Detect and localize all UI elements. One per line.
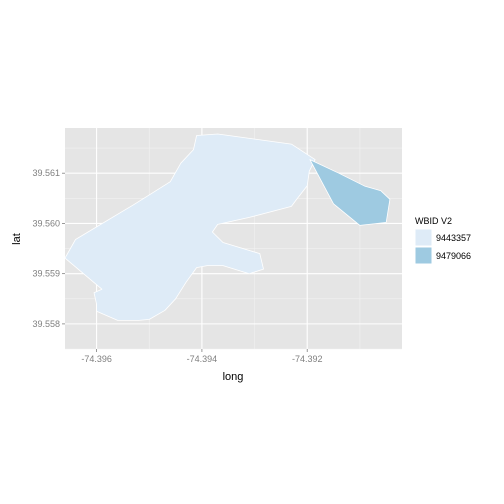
x-axis-title: long [223,371,244,383]
y-tick-label: 39.560 [32,218,60,228]
x-axis-ticks: -74.396 -74.394 -74.392 [81,349,322,364]
legend-key-9443357 [414,228,433,247]
legend-label: 9479066 [436,251,471,261]
polygons [64,133,391,321]
legend-key-9479066 [414,246,433,265]
x-tick-label: -74.396 [81,354,112,364]
polygon-9443357 [64,133,316,321]
legend-title: WBID V2 [415,216,452,226]
y-axis-ticks: 39.558 39.559 39.560 39.561 [32,168,65,329]
polygon-9479066 [309,159,391,226]
y-tick-label: 39.559 [32,269,60,279]
y-tick-label: 39.558 [32,319,60,329]
y-tick-label: 39.561 [32,168,60,178]
y-axis-title: lat [11,233,23,245]
x-tick-label: -74.394 [187,354,218,364]
x-tick-label: -74.392 [292,354,323,364]
legend: WBID V2 9443357 9479066 [414,216,471,265]
legend-label: 9443357 [436,233,471,243]
